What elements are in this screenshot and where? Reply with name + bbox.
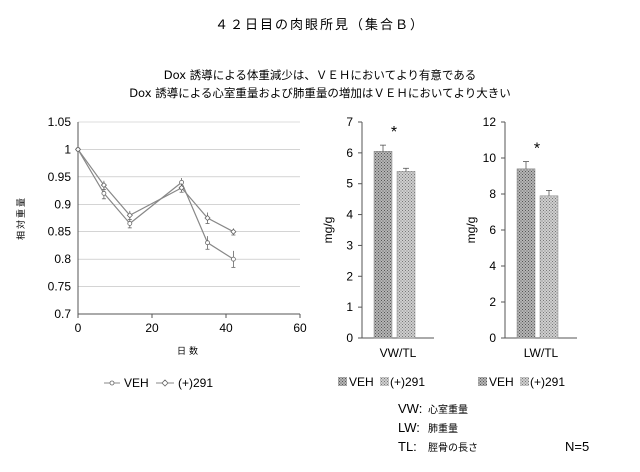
- significance-marker: *: [391, 124, 397, 141]
- bar-veh: [517, 169, 535, 338]
- key-tl-desc: 脛骨の長さ: [428, 442, 478, 454]
- legend-label-veh: VEH: [124, 376, 149, 390]
- key-tl: TL:: [398, 439, 417, 454]
- line-chart-legend: VEH (+)291: [104, 376, 213, 390]
- bar-chart-vw-legend: VEH (+)291: [338, 375, 425, 389]
- x-tick-label: 20: [145, 321, 159, 335]
- bar-chart-lw-legend: VEH (+)291: [478, 375, 565, 389]
- y-tick-label: 5: [346, 177, 353, 191]
- key-lw: LW:: [398, 420, 420, 435]
- data-point-veh: [128, 221, 132, 225]
- x-tick-label: 60: [293, 321, 307, 335]
- y-tick-label: 3: [346, 238, 353, 252]
- key-vw: VW:: [398, 401, 422, 416]
- y-tick-label: 0: [489, 331, 496, 345]
- y-tick-label: 0.7: [54, 307, 71, 321]
- category-label: VW/TL: [380, 346, 417, 360]
- y-tick-label: 6: [489, 223, 496, 237]
- legend-label-291: (+)291: [178, 376, 213, 390]
- data-point-veh: [206, 241, 210, 245]
- sample-size: N=5: [565, 439, 589, 454]
- y-tick-label: 2: [489, 295, 496, 309]
- y-tick-label: 12: [483, 115, 497, 129]
- y-tick-label: 1: [346, 300, 353, 314]
- y-tick-label: 10: [483, 151, 497, 165]
- y-tick-label: 0: [346, 331, 353, 345]
- y-tick-label: 0.75: [48, 280, 72, 294]
- legend-label-291: (+)291: [390, 375, 425, 389]
- abbreviation-key: VW: 心室重量 LW: 肺重量 TL: 脛骨の長さ N=5: [398, 401, 589, 454]
- category-label: LW/TL: [524, 346, 559, 360]
- x-tick-label: 0: [75, 321, 82, 335]
- y-tick-label: 2: [346, 269, 353, 283]
- bar-291: [540, 196, 558, 338]
- data-point-veh: [231, 257, 235, 261]
- y-axis-label: 相対重量: [15, 196, 27, 240]
- y-tick-label: 1: [64, 142, 71, 156]
- x-axis-label: 日数: [177, 345, 201, 357]
- data-point-291: [231, 229, 236, 234]
- finding-weight-loss: Dox 誘導による体重減少は、ＶＥＨにおいてより有意である: [164, 68, 476, 82]
- y-tick-label: 4: [489, 259, 496, 273]
- legend-label-291: (+)291: [530, 375, 565, 389]
- legend-swatch-291: [380, 377, 389, 386]
- y-axis-label: mg/g: [321, 217, 335, 244]
- figure-title: ４２日目の肉眼所見（集合Ｂ）: [215, 17, 425, 33]
- y-tick-label: 0.8: [54, 252, 71, 266]
- bar-veh: [374, 151, 392, 338]
- bar-291: [397, 171, 415, 338]
- y-tick-label: 6: [346, 146, 353, 160]
- legend-swatch-veh: [338, 377, 347, 386]
- legend-swatch-veh: [478, 377, 487, 386]
- legend-label-veh: VEH: [489, 375, 514, 389]
- y-tick-label: 1.05: [48, 115, 72, 129]
- x-tick-label: 40: [219, 321, 233, 335]
- bar-chart-vw-tl: 0 1 2 3 4 5 6 7 mg/g VW/TL *: [321, 115, 434, 360]
- bar-chart-lw-tl: 0 2 4 6 8 10 12 mg/g LW/TL *: [464, 115, 577, 360]
- y-tick-label: 7: [346, 115, 353, 129]
- significance-marker: *: [534, 141, 540, 158]
- legend-label-veh: VEH: [349, 375, 374, 389]
- y-tick-label: 8: [489, 187, 496, 201]
- y-tick-label: 4: [346, 208, 353, 222]
- legend-swatch-291: [520, 377, 529, 386]
- key-vw-desc: 心室重量: [428, 403, 468, 416]
- series-line-291: [78, 149, 233, 231]
- finding-organ-weight: Dox 誘導による心室重量および肺重量の増加はＶＥＨにおいてより大きい: [129, 86, 511, 100]
- key-lw-desc: 肺重量: [428, 422, 458, 435]
- data-point-veh: [102, 191, 106, 195]
- line-chart-relative-weight: 0.7 0.75 0.8 0.85 0.9 0.95 1 1.05 0 20 40 60 日数 相対重量: [15, 115, 307, 357]
- y-axis-label: mg/g: [464, 217, 478, 244]
- legend-marker-291: [162, 380, 168, 386]
- y-tick-label: 0.85: [48, 225, 72, 239]
- y-tick-label: 0.95: [48, 170, 72, 184]
- legend-marker-veh: [110, 381, 114, 385]
- y-tick-label: 0.9: [54, 197, 71, 211]
